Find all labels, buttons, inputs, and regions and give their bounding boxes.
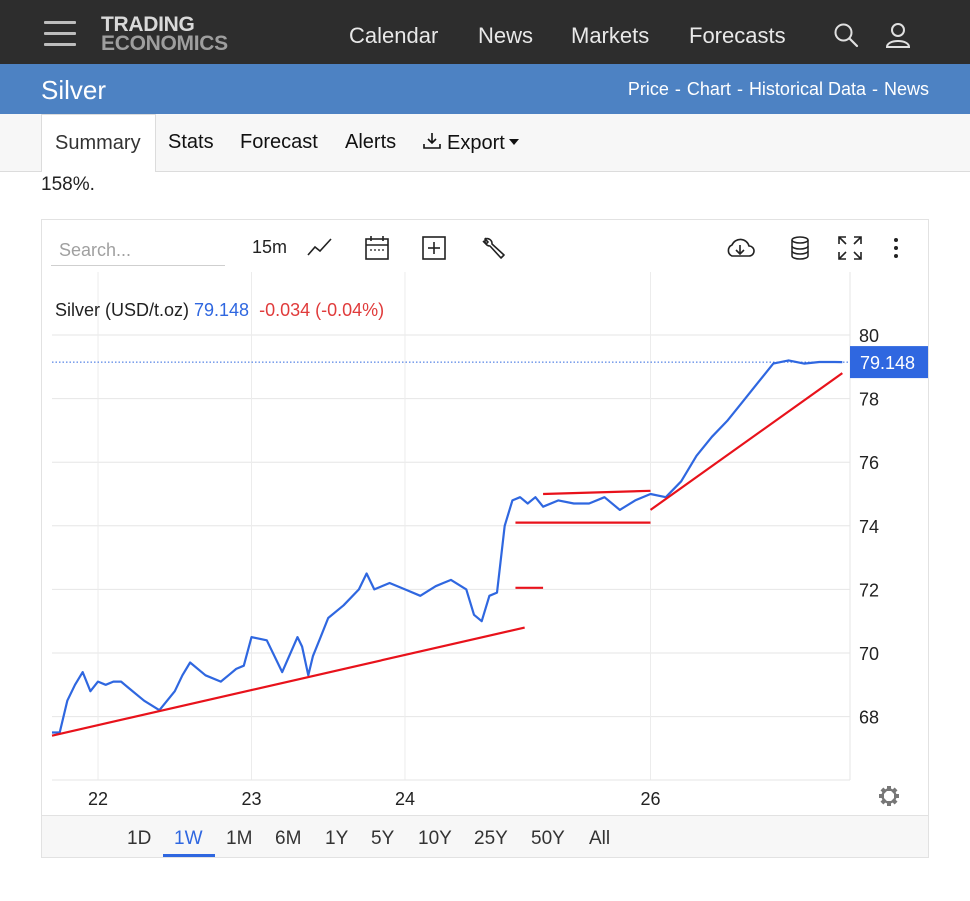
tab-stats[interactable]: Stats <box>168 131 214 153</box>
title-bar: Silver Price - Chart - Historical Data - News <box>0 64 970 114</box>
breadcrumb-news[interactable]: News <box>883 79 929 99</box>
range-1w[interactable]: 1W <box>174 828 203 849</box>
fullscreen-icon[interactable] <box>836 234 864 262</box>
logo-line2: ECONOMICS <box>101 32 228 55</box>
menu-icon[interactable] <box>44 21 76 47</box>
line-chart-icon[interactable] <box>306 234 334 262</box>
chart-legend: Silver (USD/t.oz) 79.148 -0.034 (-0.04%) <box>55 300 384 320</box>
logo[interactable]: TRADING ECONOMICS <box>101 13 228 55</box>
range-1y[interactable]: 1Y <box>325 828 349 849</box>
download-icon <box>423 133 441 149</box>
y-tick-label: 68 <box>859 708 879 728</box>
range-25y[interactable]: 25Y <box>474 828 508 849</box>
nav-link-calendar[interactable]: Calendar <box>349 23 439 48</box>
range-all[interactable]: All <box>589 828 611 849</box>
calendar-icon[interactable] <box>363 234 391 262</box>
tab-summary[interactable]: Summary <box>41 114 156 172</box>
search-icon[interactable] <box>833 22 859 48</box>
range-5y[interactable]: 5Y <box>371 828 395 849</box>
legend-part: (-0.04%) <box>310 300 384 320</box>
range-selector: 1D 1W 1M 6M 1Y 5Y 10Y 25Y 50Y All <box>42 815 928 857</box>
more-vertical-icon[interactable] <box>886 234 906 262</box>
nav-link-forecasts[interactable]: Forecasts <box>689 23 786 48</box>
y-tick-label: 80 <box>859 326 879 346</box>
tab-alerts[interactable]: Alerts <box>345 131 397 153</box>
range-50y[interactable]: 50Y <box>531 828 565 849</box>
intro-text: 158%. <box>41 174 95 195</box>
database-icon[interactable] <box>787 234 813 262</box>
y-tick-label: 76 <box>859 453 879 473</box>
logo-line1: TRADING <box>101 13 195 36</box>
x-tick-label: 23 <box>241 789 261 809</box>
range-1d[interactable]: 1D <box>127 828 152 849</box>
last-price-label: 79.148 <box>860 353 915 373</box>
gear-icon[interactable] <box>879 786 899 806</box>
chart-search-input[interactable] <box>51 236 225 266</box>
range-active-indicator <box>163 854 215 857</box>
x-tick-label: 26 <box>640 789 660 809</box>
legend-part: 79.148 <box>189 300 249 320</box>
wrench-icon[interactable] <box>480 234 508 262</box>
range-1m[interactable]: 1M <box>226 828 253 849</box>
breadcrumb-historical-data[interactable]: Historical Data <box>748 79 866 99</box>
add-indicator-icon[interactable] <box>420 234 448 262</box>
chevron-down-icon <box>508 139 519 145</box>
series-line-silver <box>52 359 843 734</box>
range-10y[interactable]: 10Y <box>418 828 452 849</box>
range-6m[interactable]: 6M <box>275 828 302 849</box>
x-tick-label: 24 <box>395 789 415 809</box>
breadcrumb-separator: - <box>736 79 743 99</box>
y-tick-label: 78 <box>859 390 879 410</box>
nav-link-news[interactable]: News <box>478 23 534 48</box>
breadcrumb: Price - Chart - Historical Data - News <box>628 79 929 100</box>
tab-forecast[interactable]: Forecast <box>240 131 318 153</box>
y-tick-label: 72 <box>859 580 879 600</box>
breadcrumb-separator: - <box>674 79 681 99</box>
download-cloud-icon[interactable] <box>724 234 756 262</box>
y-tick-label: 70 <box>859 644 879 664</box>
x-tick-label: 22 <box>88 789 108 809</box>
nav-link-markets[interactable]: Markets <box>571 23 650 48</box>
user-icon[interactable] <box>885 22 911 48</box>
chart-widget: 68 70 72 74 76 78 80 22 23 24 26 79.148 Silver (USD/… <box>41 219 929 858</box>
interval-selector[interactable]: 15m <box>252 237 288 257</box>
annotation-trendline <box>649 372 843 511</box>
page-title: Silver <box>41 75 107 105</box>
last-price-tag <box>850 346 928 379</box>
annotation-hline <box>543 489 651 496</box>
tab-export[interactable]: Export <box>422 131 519 155</box>
breadcrumb-separator: - <box>871 79 878 99</box>
breadcrumb-price[interactable]: Price <box>627 79 669 99</box>
legend-part: Silver (USD/t.oz) <box>55 300 189 320</box>
tabs-bar: Summary Stats Forecast Alerts Export <box>0 114 970 172</box>
y-tick-label: 74 <box>859 517 879 537</box>
top-navbar: TRADING ECONOMICS Calendar News Markets … <box>0 0 970 64</box>
legend-part: -0.034 <box>249 300 310 320</box>
breadcrumb-chart[interactable]: Chart <box>686 79 731 99</box>
annotation-trendline <box>51 626 525 737</box>
tab-export-label: Export <box>447 132 505 154</box>
